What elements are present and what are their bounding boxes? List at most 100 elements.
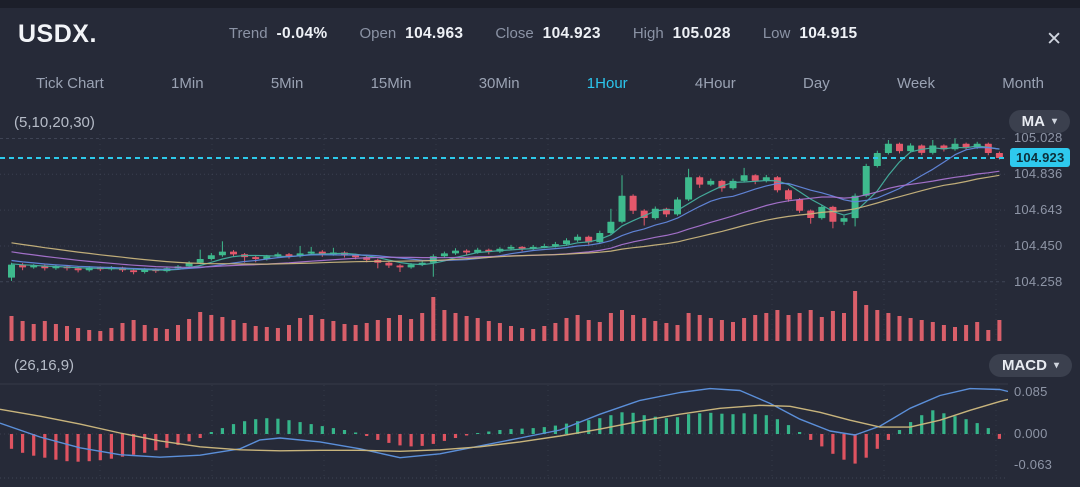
candle-body: [352, 255, 360, 258]
macd-histogram-bar: [798, 432, 802, 434]
macd-histogram-bar: [298, 422, 302, 434]
tab-15min[interactable]: 15Min: [370, 74, 412, 92]
macd-histogram-bar: [387, 434, 391, 443]
volume-bar: [908, 318, 913, 341]
window-top-edge: [0, 0, 1080, 8]
candle-body: [507, 246, 515, 249]
volume-bar: [719, 320, 724, 341]
tab-5min[interactable]: 5Min: [270, 74, 304, 92]
candle-body: [796, 199, 804, 211]
stat-label: Open: [359, 25, 397, 42]
macd-chart-canvas[interactable]: [0, 383, 1008, 487]
volume-bar: [287, 325, 291, 341]
tab-1hour[interactable]: 1Hour: [586, 74, 628, 92]
stat-close: Close 104.923: [495, 25, 601, 43]
volume-bar: [76, 328, 81, 341]
macd-histogram-bar: [997, 434, 1001, 439]
candle-body: [307, 251, 315, 254]
current-price-tag: 104.923: [1010, 148, 1071, 167]
volume-bar: [675, 325, 680, 341]
macd-axis-label: 0.000: [1014, 426, 1048, 441]
volume-bar: [686, 313, 691, 341]
macd-histogram-bar: [376, 434, 380, 440]
macd-histogram-bar: [709, 412, 713, 434]
candle-body: [740, 175, 748, 181]
volume-bar: [842, 313, 846, 341]
volume-bar: [442, 310, 447, 341]
volume-bar: [187, 319, 192, 341]
macd-axis-label: -0.063: [1014, 457, 1053, 473]
volume-bar: [164, 329, 169, 341]
candle-body: [696, 177, 704, 185]
macd-histogram-bar: [409, 434, 413, 447]
macd-histogram-bar: [254, 419, 258, 434]
tab-4hour[interactable]: 4Hour: [694, 74, 736, 92]
volume-bar: [564, 318, 569, 341]
macd-histogram-bar: [609, 415, 613, 434]
volume-bar: [353, 325, 358, 341]
candle-body: [884, 143, 892, 153]
candle-body: [907, 145, 915, 152]
candle-body: [207, 255, 215, 259]
price-axis-label: 105.028: [1014, 130, 1063, 146]
ma-line-10: [11, 146, 1000, 270]
tab-1min[interactable]: 1Min: [171, 74, 204, 92]
price-axis-label: 104.836: [1014, 166, 1063, 182]
volume-bar: [608, 313, 613, 341]
candle-body: [962, 143, 970, 148]
volume-bar: [253, 326, 258, 341]
macd-histogram-bar: [742, 413, 746, 434]
volume-bar: [631, 315, 636, 341]
macd-histogram-bar: [87, 434, 91, 462]
macd-histogram-bar: [509, 429, 513, 434]
macd-histogram-bar: [287, 420, 291, 434]
tab-week[interactable]: Week: [896, 74, 936, 92]
macd-histogram-bar: [265, 418, 269, 434]
ma-line-20: [11, 170, 1000, 268]
macd-histogram-bar: [531, 428, 535, 434]
macd-histogram-bar: [465, 434, 469, 436]
macd-histogram-bar: [65, 434, 69, 462]
tab-day[interactable]: Day: [803, 74, 830, 92]
candle-body: [896, 143, 903, 152]
macd-histogram-bar: [176, 434, 180, 445]
macd-dropdown-button[interactable]: MACD ▾: [988, 354, 1072, 377]
volume-bar: [986, 330, 991, 341]
candle-body: [929, 145, 937, 153]
macd-histogram-bar: [21, 434, 25, 453]
volume-bar: [853, 291, 858, 341]
chart-header: USDX. Trend -0.04% Open 104.963 Close 104.…: [0, 8, 1080, 60]
volume-bar: [531, 329, 536, 341]
volume-bar: [9, 316, 14, 341]
volume-bar: [409, 319, 414, 341]
macd-histogram-bar: [420, 434, 424, 446]
tab-month[interactable]: Month: [1002, 74, 1044, 92]
macd-histogram-bar: [220, 428, 224, 434]
macd-histogram-bar: [576, 421, 580, 434]
macd-histogram-bar: [187, 434, 191, 442]
volume-bar: [109, 328, 114, 341]
macd-params-label: (26,16,9): [14, 357, 75, 374]
macd-histogram-bar: [520, 428, 524, 434]
volume-bar: [764, 313, 769, 341]
macd-histogram-bar: [231, 424, 236, 434]
candle-body: [218, 251, 226, 256]
candlestick-chart-canvas[interactable]: [0, 110, 1008, 350]
tab-tick-chart[interactable]: Tick Chart: [36, 74, 104, 92]
candle-body: [873, 153, 881, 166]
ma-dropdown-button[interactable]: MA ▾: [1008, 110, 1070, 133]
macd-histogram-bar: [243, 421, 247, 434]
macd-histogram-bar: [487, 431, 491, 434]
macd-histogram-bar: [809, 434, 813, 440]
macd-signal-line: [0, 398, 1008, 453]
candle-body: [984, 143, 992, 153]
macd-histogram-bar: [731, 414, 735, 434]
close-icon[interactable]: ✕: [1046, 29, 1062, 50]
candle-body: [685, 177, 693, 200]
price-axis[interactable]: 105.028 104.836 104.643 104.450 104.258 104.9…: [1008, 110, 1080, 350]
volume-bar: [753, 315, 758, 341]
volume-bar: [398, 315, 402, 341]
macd-histogram-bar: [564, 423, 569, 434]
volume-bar: [464, 316, 469, 341]
tab-30min[interactable]: 30Min: [478, 74, 520, 92]
